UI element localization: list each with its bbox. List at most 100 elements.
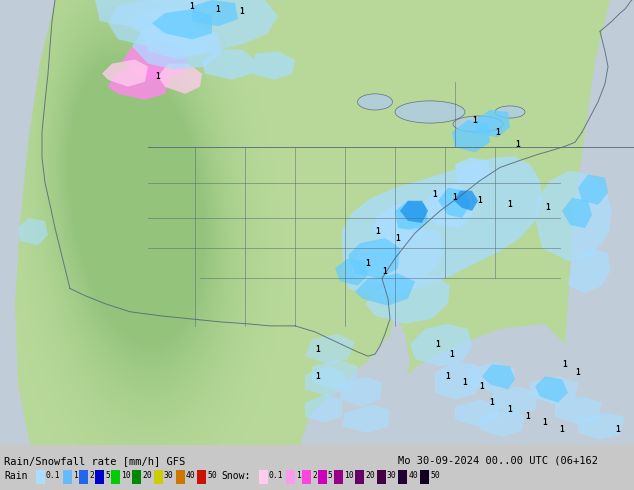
Text: 1: 1 [450,350,455,359]
Polygon shape [560,0,634,445]
Text: 20: 20 [143,471,152,481]
Polygon shape [135,36,185,70]
Polygon shape [305,334,355,364]
Polygon shape [454,191,478,211]
Text: 1: 1 [366,259,370,268]
Polygon shape [568,248,610,294]
Polygon shape [340,324,565,445]
FancyBboxPatch shape [377,470,386,484]
Text: 1: 1 [563,360,567,368]
Text: 1: 1 [316,372,320,381]
Text: 1: 1 [316,344,320,354]
Text: 1: 1 [508,200,512,209]
Text: 1: 1 [489,398,495,407]
Polygon shape [562,198,592,228]
Polygon shape [130,6,195,41]
Text: 5: 5 [328,471,333,481]
Polygon shape [578,413,625,440]
Text: 1: 1 [453,193,457,202]
Text: 30: 30 [387,471,396,481]
FancyBboxPatch shape [302,470,311,484]
Text: 0.1: 0.1 [269,471,283,481]
Text: Snow:: Snow: [222,471,251,481]
Polygon shape [455,157,490,185]
Polygon shape [425,185,472,228]
Polygon shape [350,228,445,286]
Polygon shape [395,201,428,231]
Text: 1: 1 [436,340,440,348]
Polygon shape [480,410,525,437]
Text: 1: 1 [216,4,220,14]
Text: 40: 40 [408,471,418,481]
Polygon shape [468,362,515,392]
Ellipse shape [453,116,503,132]
Polygon shape [372,205,425,245]
FancyBboxPatch shape [259,470,268,484]
Polygon shape [455,399,500,427]
FancyBboxPatch shape [36,470,45,484]
Polygon shape [102,59,148,87]
Text: 1: 1 [463,378,467,387]
Text: 1: 1 [616,425,620,434]
Polygon shape [492,387,538,415]
Text: 50: 50 [207,471,217,481]
Polygon shape [152,9,212,39]
Text: 1: 1 [383,267,387,276]
Polygon shape [342,156,542,295]
Polygon shape [535,171,612,261]
Polygon shape [355,273,415,306]
FancyBboxPatch shape [286,470,295,484]
Text: 30: 30 [164,471,174,481]
Polygon shape [475,110,510,137]
Polygon shape [555,396,602,425]
Polygon shape [158,64,202,94]
Polygon shape [312,359,358,390]
FancyBboxPatch shape [333,470,342,484]
Text: 2: 2 [312,471,317,481]
Text: 1: 1 [156,72,160,81]
Polygon shape [410,324,472,366]
FancyBboxPatch shape [79,470,88,484]
Polygon shape [108,67,170,100]
FancyBboxPatch shape [318,470,327,484]
Ellipse shape [395,101,465,123]
Polygon shape [192,0,238,26]
Text: 1: 1 [477,196,482,205]
Polygon shape [108,0,278,56]
Polygon shape [252,51,295,80]
Polygon shape [340,376,382,407]
Text: 1: 1 [446,372,450,381]
Text: 1: 1 [396,234,400,243]
Polygon shape [438,188,470,218]
Polygon shape [95,0,218,29]
Polygon shape [482,364,515,390]
Text: 0.1: 0.1 [46,471,61,481]
Polygon shape [578,174,608,205]
Text: 1: 1 [543,418,547,427]
Text: 1: 1 [190,1,194,11]
Polygon shape [305,366,345,396]
Text: Rain: Rain [4,471,27,481]
Text: 40: 40 [186,471,195,481]
Polygon shape [342,405,390,433]
Ellipse shape [358,94,392,110]
Text: 1: 1 [432,190,437,199]
Polygon shape [122,41,188,80]
Text: 2: 2 [89,471,94,481]
FancyBboxPatch shape [176,470,184,484]
Polygon shape [202,49,255,80]
Polygon shape [365,275,450,324]
Polygon shape [300,314,410,445]
Text: 1: 1 [240,6,244,16]
FancyBboxPatch shape [154,470,163,484]
FancyBboxPatch shape [133,470,141,484]
Text: 1: 1 [480,382,484,391]
Polygon shape [435,362,482,399]
Text: 1: 1 [515,140,521,149]
Text: 1: 1 [74,471,78,481]
Polygon shape [18,218,48,245]
Polygon shape [348,238,400,278]
Text: 10: 10 [344,471,353,481]
FancyBboxPatch shape [398,470,408,484]
Polygon shape [335,258,368,286]
